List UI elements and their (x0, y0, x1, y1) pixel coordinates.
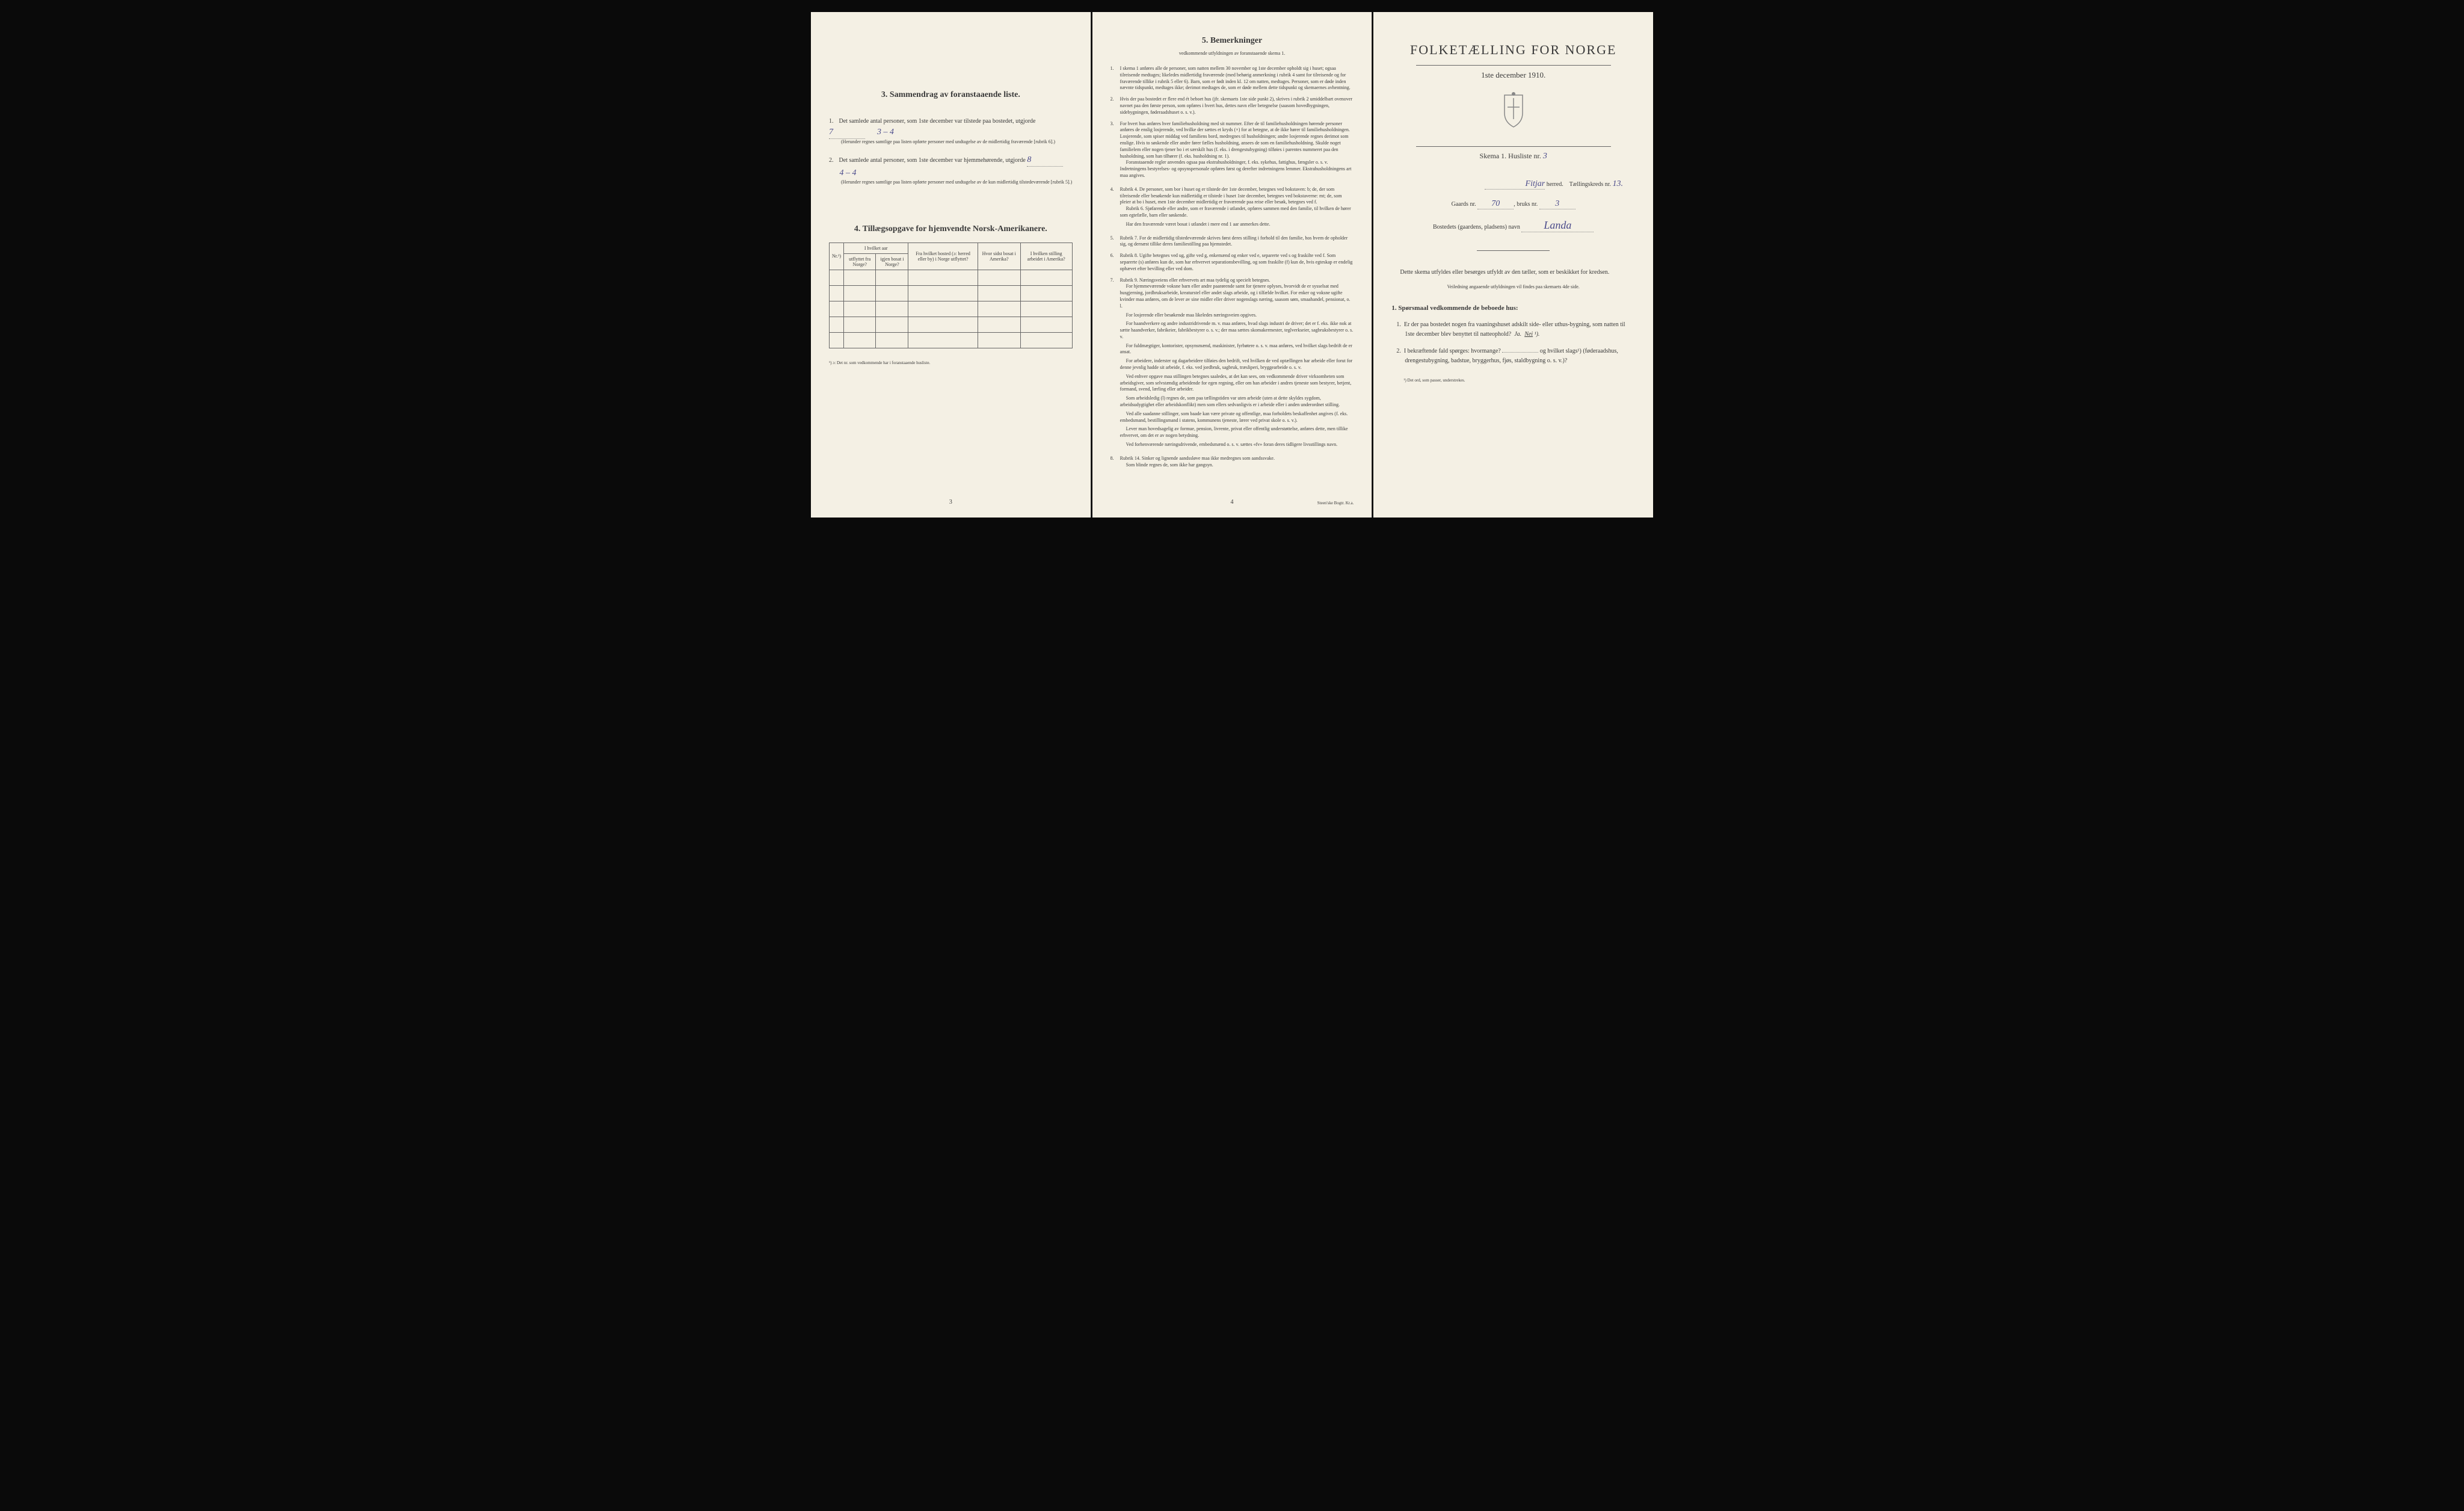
summary-1-note: (Herunder regnes samtlige paa listen opf… (841, 139, 1073, 145)
summary-1-extra: 3 – 4 (877, 128, 894, 137)
section-5-heading: 5. Bemerkninger (1110, 36, 1354, 46)
th-year: I hvilket aar (844, 243, 908, 253)
page-3: 3. Sammendrag av foranstaaende liste. 1.… (811, 12, 1091, 518)
remark-content: Rubrik 4. De personer, som bor i huset o… (1120, 187, 1354, 230)
summary-item-2: 2. Det samlede antal personer, som 1ste … (829, 153, 1073, 185)
remark-item: 8.Rubrik 14. Sinker og lignende aandsslø… (1110, 456, 1354, 471)
remark-number: 5. (1110, 235, 1120, 249)
coat-of-arms-icon (1391, 92, 1635, 134)
gaards-line: Gaards nr. 70, bruks nr. 3 (1391, 199, 1635, 209)
page-number-3: 3 (949, 499, 952, 505)
section-3-heading: 3. Sammendrag av foranstaaende liste. (829, 90, 1073, 100)
bosted-line: Bostedets (gaardens, pladsens) navn Land… (1391, 219, 1635, 232)
remark-number: 2. (1110, 96, 1120, 116)
remark-number: 7. (1110, 277, 1120, 451)
remark-content: Rubrik 7. For de midlertidig tilstedevær… (1120, 235, 1354, 249)
summary-2-note: (Herunder regnes samtlige paa listen opf… (841, 179, 1073, 185)
bosted-value: Landa (1521, 219, 1594, 232)
census-document: 3. Sammendrag av foranstaaende liste. 1.… (811, 12, 1653, 518)
summary-2-extra: 4 – 4 (840, 168, 857, 178)
summary-1-text: Det samlede antal personer, som 1ste dec… (839, 118, 1036, 125)
question-1: 1. Er der paa bostedet nogen fra vaaning… (1405, 320, 1635, 339)
th-position: I hvilken stilling arbeidet i Amerika? (1020, 243, 1072, 270)
instruction-note: Veiledning angaaende utfyldningen vil fi… (1391, 283, 1635, 290)
q2-text: I bekræftende fald spørges: hvormange? (1404, 348, 1501, 354)
remark-number: 6. (1110, 253, 1120, 272)
table-row (830, 317, 1073, 332)
th-from-where: Fra hvilket bosted (ɔ: herred eller by) … (908, 243, 978, 270)
divider (1477, 250, 1550, 251)
remark-number: 8. (1110, 456, 1120, 471)
gaards-value: 70 (1477, 199, 1514, 209)
section-5-subheading: vedkommende utfyldningen av foranstaaend… (1110, 51, 1354, 56)
skema-line: Skema 1. Husliste nr. 3 (1391, 152, 1635, 161)
summary-1-value: 7 (829, 126, 865, 139)
bruks-value: 3 (1539, 199, 1575, 209)
bosted-label: Bostedets (gaardens, pladsens) navn (1433, 224, 1520, 230)
divider (1416, 65, 1611, 66)
remark-content: For hvert hus anføres hver familiehushol… (1120, 121, 1354, 182)
herred-label: herred. (1547, 181, 1563, 188)
table-footnote: ¹) ɔ: Det nr. som vedkommende har i fora… (829, 360, 1073, 365)
gaards-label: Gaards nr. (1452, 201, 1476, 208)
main-title: FOLKETÆLLING FOR NORGE (1391, 42, 1635, 58)
summary-item-1: 1. Det samlede antal personer, som 1ste … (829, 117, 1073, 145)
remark-item: 3.For hvert hus anføres hver familiehush… (1110, 121, 1354, 182)
page-4: 5. Bemerkninger vedkommende utfyldningen… (1092, 12, 1373, 518)
summary-2-text: Det samlede antal personer, som 1ste dec… (839, 157, 1026, 164)
remark-number: 3. (1110, 121, 1120, 182)
th-emigrated: utflyttet fra Norge? (844, 253, 876, 270)
remark-item: 5.Rubrik 7. For de midlertidig tilstedev… (1110, 235, 1354, 249)
remarks-list: 1.I skema 1 anføres alle de personer, so… (1110, 66, 1354, 471)
divider (1416, 146, 1611, 147)
section-4-heading: 4. Tillægsopgave for hjemvendte Norsk-Am… (829, 224, 1073, 234)
remark-item: 6.Rubrik 8. Ugifte betegnes ved ug, gift… (1110, 253, 1354, 272)
remark-item: 7.Rubrik 9. Næringsveiens eller erhverve… (1110, 277, 1354, 451)
table-row (830, 285, 1073, 301)
remark-number: 1. (1110, 66, 1120, 91)
page-number-4: 4 (1231, 499, 1234, 505)
remark-content: Hvis der paa bostedet er flere end ét be… (1120, 96, 1354, 116)
remark-item: 1.I skema 1 anføres alle de personer, so… (1110, 66, 1354, 91)
census-date: 1ste december 1910. (1391, 70, 1635, 80)
printer-note: Steen'ske Bogtr. Kr.a. (1317, 501, 1354, 505)
skema-label: Skema 1. Husliste nr. (1480, 152, 1541, 160)
summary-2-value: 8 (1027, 153, 1063, 167)
q1-options: Ja. Nei ¹). (1514, 331, 1539, 338)
remark-content: Rubrik 14. Sinker og lignende aandssløve… (1120, 456, 1354, 471)
kreds-label: Tællingskreds nr. (1569, 181, 1611, 188)
bruks-label: bruks nr. (1517, 201, 1538, 208)
table-row (830, 332, 1073, 348)
remark-item: 4.Rubrik 4. De personer, som bor i huset… (1110, 187, 1354, 230)
th-last-america: Hvor sidst bosat i Amerika? (978, 243, 1020, 270)
questions-heading: 1. Spørsmaal vedkommende de beboede hus: (1391, 304, 1635, 312)
kreds-value: 13. (1613, 179, 1624, 188)
remark-number: 4. (1110, 187, 1120, 230)
footnote: ¹) Det ord, som passer, understrekes. (1403, 378, 1635, 383)
table-row (830, 270, 1073, 285)
remark-content: Rubrik 8. Ugifte betegnes ved ug, gifte … (1120, 253, 1354, 272)
herred-line: Fitjar herred. Tællingskreds nr. 13. (1391, 179, 1635, 190)
table-row (830, 301, 1073, 317)
page-1-cover: FOLKETÆLLING FOR NORGE 1ste december 191… (1373, 12, 1653, 518)
remark-content: Rubrik 9. Næringsveiens eller erhvervets… (1120, 277, 1354, 451)
americans-table: Nr.¹) I hvilket aar Fra hvilket bosted (… (829, 243, 1073, 348)
remark-item: 2.Hvis der paa bostedet er flere end ét … (1110, 96, 1354, 116)
question-2: 2. I bekræftende fald spørges: hvormange… (1405, 347, 1635, 366)
instruction-text: Dette skema utfyldes eller besørges utfy… (1391, 268, 1635, 277)
remark-content: I skema 1 anføres alle de personer, som … (1120, 66, 1354, 91)
husliste-nr: 3 (1543, 152, 1547, 161)
herred-value: Fitjar (1485, 179, 1545, 190)
th-returned: igjen bosat i Norge? (876, 253, 908, 270)
th-nr: Nr.¹) (830, 243, 844, 270)
